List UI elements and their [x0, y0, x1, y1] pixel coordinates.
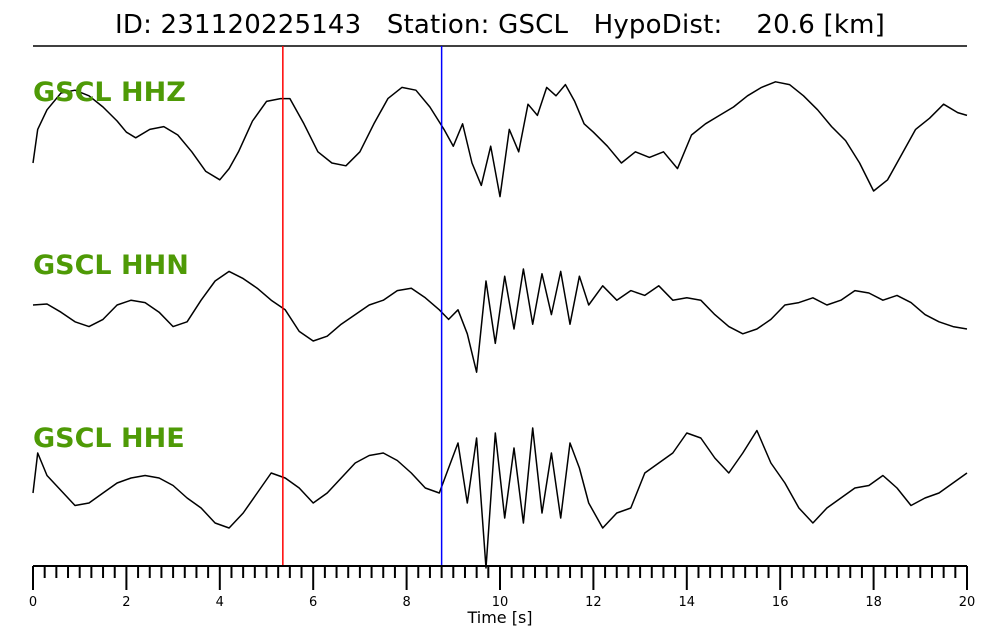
trace-label-gscl-hhe: GSCL HHE — [33, 423, 185, 454]
title-hypodist-value: 20.6 — [756, 10, 816, 40]
title-id-label: ID: — [114, 10, 153, 40]
title-hypodist-unit: [km] — [823, 10, 886, 40]
title-hypodist-label: HypoDist: — [593, 10, 723, 40]
x-tick-label: 14 — [679, 595, 696, 610]
x-tick-label: 18 — [865, 595, 882, 610]
x-tick-label: 6 — [309, 595, 317, 610]
x-tick-label: 8 — [402, 595, 410, 610]
x-tick-label: 20 — [959, 595, 976, 610]
title-station-label: Station: — [386, 10, 490, 40]
x-axis-label: Time [s] — [466, 608, 532, 627]
phase-picks-group — [282, 46, 443, 566]
x-tick-label: 2 — [122, 595, 130, 610]
trace-gscl-hhn — [32, 268, 968, 373]
trace-gscl-hhe — [32, 427, 968, 569]
trace-gscl-hhz — [32, 81, 968, 198]
x-tick-label: 0 — [29, 595, 37, 610]
x-tick-label: 4 — [216, 595, 224, 610]
chart-title: ID: 231120225143 Station: GSCL HypoDist:… — [0, 10, 1000, 40]
trace-labels-group: GSCL HHZ GSCL HHN GSCL HHE — [33, 77, 189, 454]
title-station-value: GSCL — [498, 10, 569, 40]
title-id-value: 231120225143 — [160, 10, 362, 40]
x-tick-label: 16 — [772, 595, 789, 610]
traces-group — [32, 81, 968, 569]
trace-label-gscl-hhz: GSCL HHZ — [33, 77, 186, 108]
x-axis: 0 2 4 6 8 10 12 14 16 18 20 — [29, 565, 976, 610]
trace-label-gscl-hhn: GSCL HHN — [33, 250, 189, 281]
x-tick-label: 12 — [585, 595, 602, 610]
x-tick-label: 10 — [492, 595, 509, 610]
